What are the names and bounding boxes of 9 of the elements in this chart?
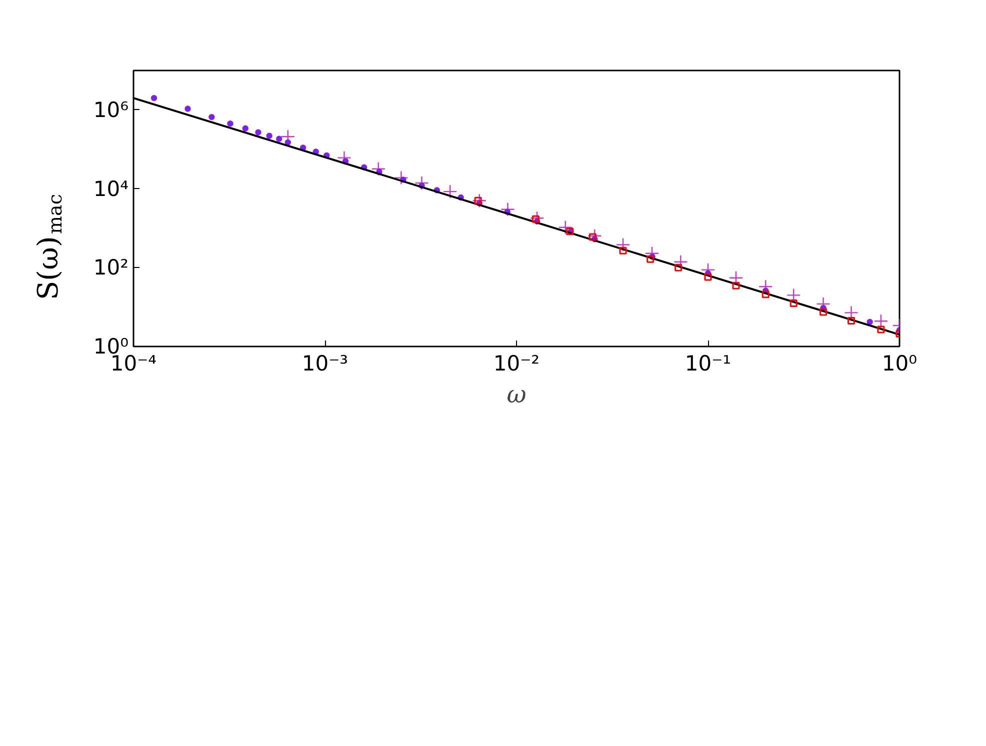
x-tick-label: 10⁰	[882, 352, 918, 376]
x-tick-label: 10⁻³	[302, 352, 348, 376]
x-axis-title: ω	[506, 380, 526, 408]
y-tick-label: 10⁶	[93, 98, 128, 122]
x-tick-label: 10⁻¹	[684, 352, 732, 376]
x-tick-label: 10⁻²	[493, 352, 540, 376]
y-tick-label: 10⁴	[93, 176, 128, 201]
y-axis-title: S(ω)mac	[32, 194, 66, 300]
y-tick-label: 10²	[93, 256, 128, 280]
